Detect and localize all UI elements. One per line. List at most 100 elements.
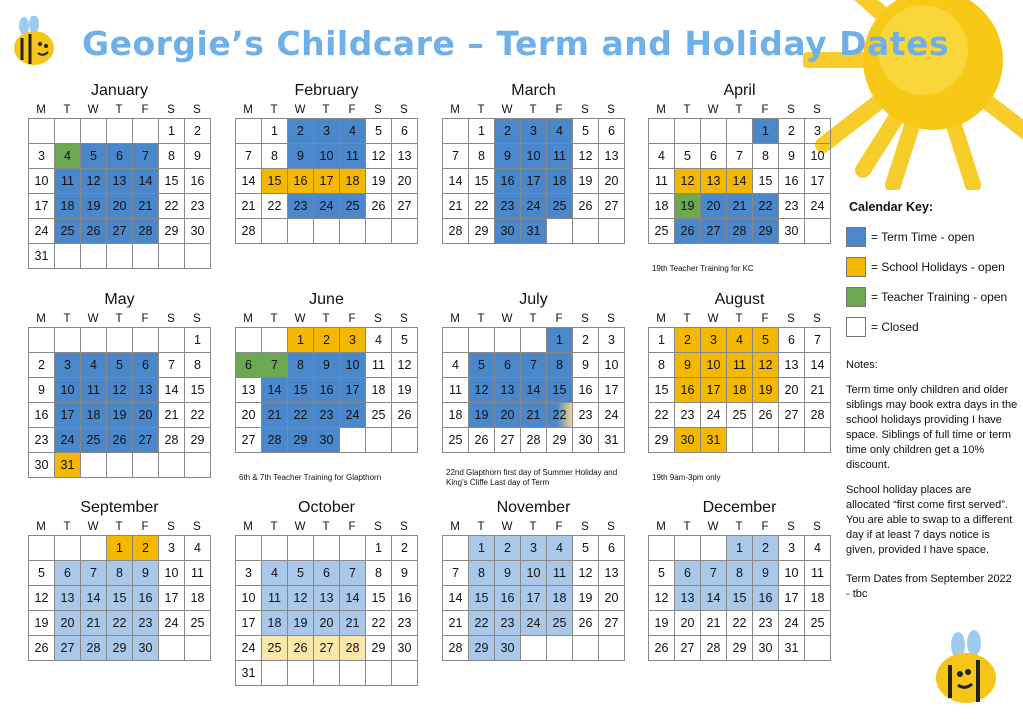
day-cell: [107, 119, 133, 144]
weekday-header: W: [294, 104, 306, 116]
weekday-header: S: [400, 313, 408, 325]
day-cell: [185, 453, 211, 478]
day-cell: 28: [262, 428, 288, 453]
day-cell: 30: [675, 428, 701, 453]
day-cell: 4: [81, 353, 107, 378]
month-calendar: July M T W T F S S 1 2 3 4 5 6 7 8 9 10 11 12 13 14 15 16 17 18 19…: [442, 289, 627, 453]
holiday-swatch: [846, 257, 866, 277]
day-cell: 5: [366, 119, 392, 144]
day-cell: [133, 328, 159, 353]
month-calendar: February M T W T F S S 1 2 3 4 5 6 7 8 9 10 11 12 13 14 15 16 17…: [235, 80, 420, 244]
day-cell: 26: [288, 636, 314, 661]
day-cell: 8: [185, 353, 211, 378]
day-cell: 7: [805, 328, 831, 353]
day-cell: 11: [340, 144, 366, 169]
day-cell: 20: [314, 611, 340, 636]
day-cell: 8: [262, 144, 288, 169]
day-cell: 7: [81, 561, 107, 586]
day-cell: [649, 536, 675, 561]
day-cell: 25: [443, 428, 469, 453]
day-cell: 8: [469, 144, 495, 169]
day-cell: 29: [159, 219, 185, 244]
day-cell: [29, 119, 55, 144]
day-cell: 30: [495, 636, 521, 661]
day-cell: 13: [392, 144, 418, 169]
day-cell: 7: [521, 353, 547, 378]
day-cell: 10: [55, 378, 81, 403]
day-cell: 14: [727, 169, 753, 194]
bee-icon-bottom: [936, 630, 996, 703]
day-cell: 7: [727, 144, 753, 169]
day-cell: 6: [392, 119, 418, 144]
day-cell: 1: [366, 536, 392, 561]
day-cell: 28: [521, 428, 547, 453]
day-cell: 3: [779, 536, 805, 561]
day-cell: [573, 219, 599, 244]
month-calendar: November M T W T F S S 1 2 3 4 5 6 7 8 9 10 11 12 13 14 15 16 17…: [442, 497, 627, 661]
day-cell: 24: [701, 403, 727, 428]
day-cell: 2: [495, 119, 521, 144]
weekday-header: T: [735, 521, 743, 533]
day-cell: 13: [236, 378, 262, 403]
day-cell: 13: [675, 586, 701, 611]
day-cell: 10: [314, 144, 340, 169]
day-cell: 29: [727, 636, 753, 661]
month-name: June: [309, 291, 344, 308]
day-cell: 13: [495, 378, 521, 403]
day-cell: 1: [469, 119, 495, 144]
day-cell: 18: [805, 586, 831, 611]
day-cell: 3: [29, 144, 55, 169]
day-cell: [107, 453, 133, 478]
day-cell: 14: [443, 586, 469, 611]
day-cell: 20: [392, 169, 418, 194]
month-calendar: March M T W T F S S 1 2 3 4 5 6 7 8 9 10 11 12 13 14 15 16 17 18 1…: [442, 80, 627, 244]
day-cell: [55, 328, 81, 353]
weekday-header: F: [141, 521, 149, 533]
day-cell: 7: [262, 353, 288, 378]
month-calendar: May M T W T F S S 1 2 3 4 5 6 7 8 9 10 11 12 13 14 15 16 17 18 19 2…: [28, 289, 213, 478]
weekday-header: T: [63, 521, 71, 533]
day-cell: 24: [314, 194, 340, 219]
day-cell: 21: [159, 403, 185, 428]
day-cell: 17: [29, 194, 55, 219]
day-cell: 28: [805, 403, 831, 428]
day-cell: 9: [29, 378, 55, 403]
june-note: 6th & 7th Teacher Training for Glapthorn: [239, 473, 382, 482]
day-grid: 1 2 3 4 5 6 7 8 9 10 11 12 13 14 15 16 17 18 19 20 21 22 23 24 2…: [648, 327, 831, 453]
day-cell: 20: [495, 403, 521, 428]
day-cell: 28: [701, 636, 727, 661]
day-cell: 21: [443, 194, 469, 219]
day-cell: [159, 636, 185, 661]
day-cell: 23: [753, 611, 779, 636]
day-cell: 19: [753, 378, 779, 403]
day-grid: 1 2 3 4 5 6 7 8 9 10 11 12 13 14 15 16 17 18 19 20 21 22 23 24 2…: [442, 118, 625, 244]
day-cell: 17: [701, 378, 727, 403]
day-cell: 22: [159, 194, 185, 219]
day-cell: 16: [185, 169, 211, 194]
day-cell: 2: [675, 328, 701, 353]
day-cell: 10: [599, 353, 625, 378]
day-cell: 27: [133, 428, 159, 453]
day-cell: 23: [185, 194, 211, 219]
month-name: April: [723, 82, 756, 99]
month-name: September: [80, 499, 159, 516]
day-cell: 15: [262, 169, 288, 194]
day-cell: 22: [107, 611, 133, 636]
day-cell: 14: [805, 353, 831, 378]
page-title: Georgie’s Childcare – Term and Holiday D…: [82, 24, 950, 63]
day-cell: [392, 661, 418, 686]
day-cell: [599, 219, 625, 244]
day-cell: 27: [55, 636, 81, 661]
weekday-header: M: [450, 104, 460, 116]
day-cell: 21: [805, 378, 831, 403]
weekday-header: T: [115, 521, 123, 533]
month-calendar: January M T W T F S S 1 2 3 4 5 6 7 8 9 10 11 12 13 14 15 16 17 1…: [28, 80, 213, 269]
weekday-header: T: [270, 313, 278, 325]
day-cell: 3: [55, 353, 81, 378]
month-calendar: August M T W T F S S 1 2 3 4 5 6 7 8 9 10 11 12 13 14 15 16 17 18…: [648, 289, 833, 453]
day-cell: 17: [805, 169, 831, 194]
day-cell: 27: [314, 636, 340, 661]
month-calendar: October M T W T F S S 1 2 3 4 5 6 7 8 9 10 11 12 13 14 15 16 17 1…: [235, 497, 420, 686]
